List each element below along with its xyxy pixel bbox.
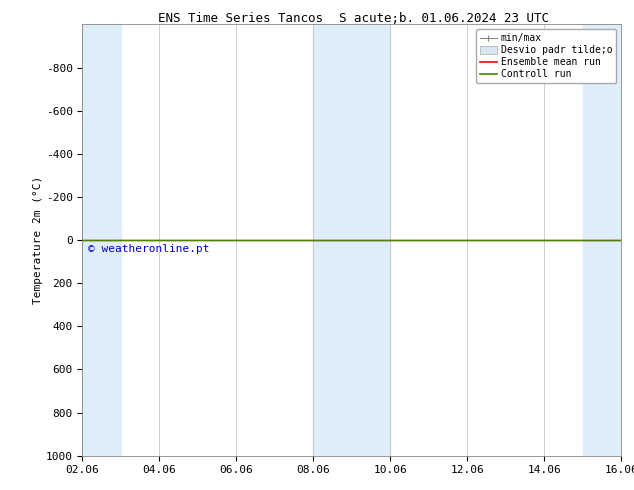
Y-axis label: Temperature 2m (°C): Temperature 2m (°C) [33,176,43,304]
Bar [583,24,621,456]
Text: ENS Time Series Tancos: ENS Time Series Tancos [158,12,323,25]
Bar [313,24,391,456]
Legend: min/max, Desvio padr tilde;o, Ensemble mean run, Controll run: min/max, Desvio padr tilde;o, Ensemble m… [476,29,616,83]
Text: © weatheronline.pt: © weatheronline.pt [87,244,209,254]
Bar [82,24,121,456]
Text: S acute;b. 01.06.2024 23 UTC: S acute;b. 01.06.2024 23 UTC [339,12,549,25]
